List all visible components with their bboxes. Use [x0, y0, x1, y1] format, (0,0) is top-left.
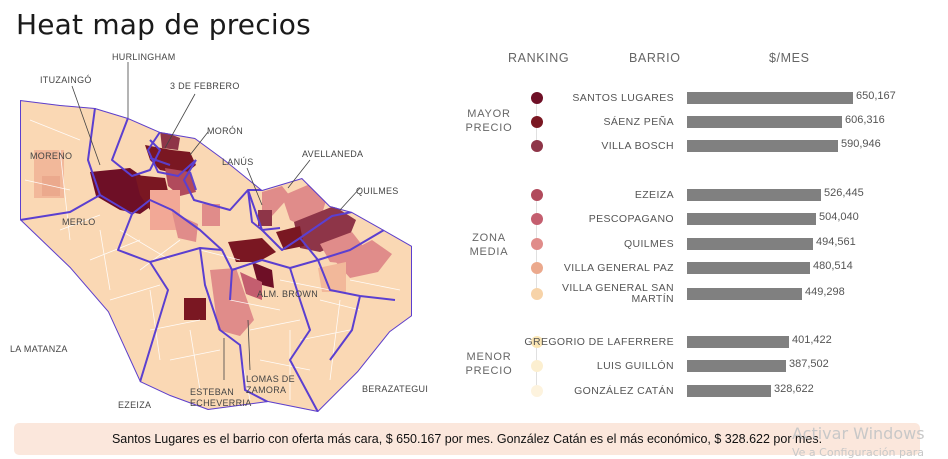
- barrio-header: BARRIO: [629, 51, 681, 65]
- barrio-label: GREGORIO DE LAFERRERE: [524, 335, 674, 348]
- price-bar: [687, 116, 842, 128]
- price-bar: [687, 262, 810, 274]
- price-value-label: 590,946: [841, 138, 881, 150]
- map-label: ITUZAINGÓ: [40, 75, 92, 85]
- price-bar: [687, 238, 813, 250]
- group-label: ZONA MEDIA: [469, 232, 509, 258]
- price-value-label: 328,622: [774, 383, 814, 395]
- price-bar: [687, 189, 821, 201]
- map-label: ESTEBAN ECHEVERRIA: [190, 387, 252, 408]
- price-value-label: 494,561: [816, 236, 856, 248]
- group-label: MAYOR PRECIO: [465, 108, 513, 134]
- map-label: HURLINGHAM: [112, 52, 176, 62]
- map-label: 3 DE FEBRERO: [170, 81, 240, 91]
- map-label: BERAZATEGUI: [362, 384, 428, 394]
- price-value-label: 650,167: [856, 90, 896, 102]
- map-label: QUILMES: [356, 186, 399, 196]
- price-value-label: 504,040: [819, 211, 859, 223]
- barrio-label: EZEIZA: [634, 188, 674, 201]
- rank-dot: [531, 140, 543, 152]
- rank-dot: [531, 116, 543, 128]
- price-header: $/MES: [769, 51, 810, 65]
- price-value-label: 606,316: [845, 114, 885, 126]
- map-label: AVELLANEDA: [302, 149, 363, 159]
- map-label: LANÚS: [222, 157, 254, 167]
- price-bar: [687, 385, 771, 397]
- rank-dot: [531, 213, 543, 225]
- map-labels: HURLINGHAM ITUZAINGÓ 3 DE FEBRERO MORÓN …: [10, 52, 428, 410]
- price-bar: [687, 213, 816, 225]
- price-value-label: 480,514: [813, 260, 853, 272]
- price-value-label: 401,422: [792, 334, 832, 346]
- rank-dot: [531, 262, 543, 274]
- map-label: LOMAS DE ZAMORA: [246, 374, 295, 395]
- heat-map: HURLINGHAM ITUZAINGÓ 3 DE FEBRERO MORÓN …: [10, 52, 428, 412]
- barrio-label: VILLA GENERAL PAZ: [563, 261, 674, 274]
- barrio-label: QUILMES: [623, 237, 674, 250]
- map-label: MORENO: [30, 151, 72, 161]
- barrio-label: SANTOS LUGARES: [572, 91, 674, 104]
- rank-dot: [531, 238, 543, 250]
- map-label: MORÓN: [207, 126, 243, 136]
- barrio-label: PESCOPAGANO: [588, 212, 674, 225]
- rank-dot: [531, 385, 543, 397]
- barrio-label: LUIS GUILLÓN: [596, 359, 674, 372]
- rank-dot: [531, 288, 543, 300]
- barrio-label: VILLA BOSCH: [601, 139, 674, 152]
- price-bar: [687, 336, 789, 348]
- summary-text: Santos Lugares es el barrio con oferta m…: [111, 432, 823, 446]
- map-label: MERLO: [62, 217, 96, 227]
- rank-dot: [531, 336, 543, 348]
- price-value-label: 387,502: [789, 358, 829, 370]
- price-bar: [687, 92, 853, 104]
- price-value-label: 526,445: [824, 187, 864, 199]
- barrio-label: SÁENZ PEÑA: [603, 115, 674, 128]
- barrio-label: VILLA GENERAL SAN MARTÍN: [561, 282, 674, 305]
- price-bar: [687, 360, 786, 372]
- price-bar: [687, 288, 802, 300]
- map-label: EZEIZA: [118, 400, 151, 410]
- barrio-label: GONZÁLEZ CATÁN: [574, 384, 674, 397]
- ranking-header: RANKING: [508, 51, 570, 65]
- page-title: Heat map de precios: [16, 8, 311, 41]
- activation-watermark: Activar Windows: [792, 424, 925, 443]
- price-bar: [687, 140, 838, 152]
- summary-banner: Santos Lugares es el barrio con oferta m…: [14, 423, 920, 455]
- rank-dot: [531, 92, 543, 104]
- map-label: ALM. BROWN: [257, 289, 318, 299]
- rank-dot: [531, 360, 543, 372]
- price-value-label: 449,298: [805, 286, 845, 298]
- activation-watermark-sub: Ve a Configuración para: [792, 446, 924, 459]
- group-label: MENOR PRECIO: [465, 351, 513, 377]
- map-label: LA MATANZA: [10, 344, 68, 354]
- rank-dot: [531, 189, 543, 201]
